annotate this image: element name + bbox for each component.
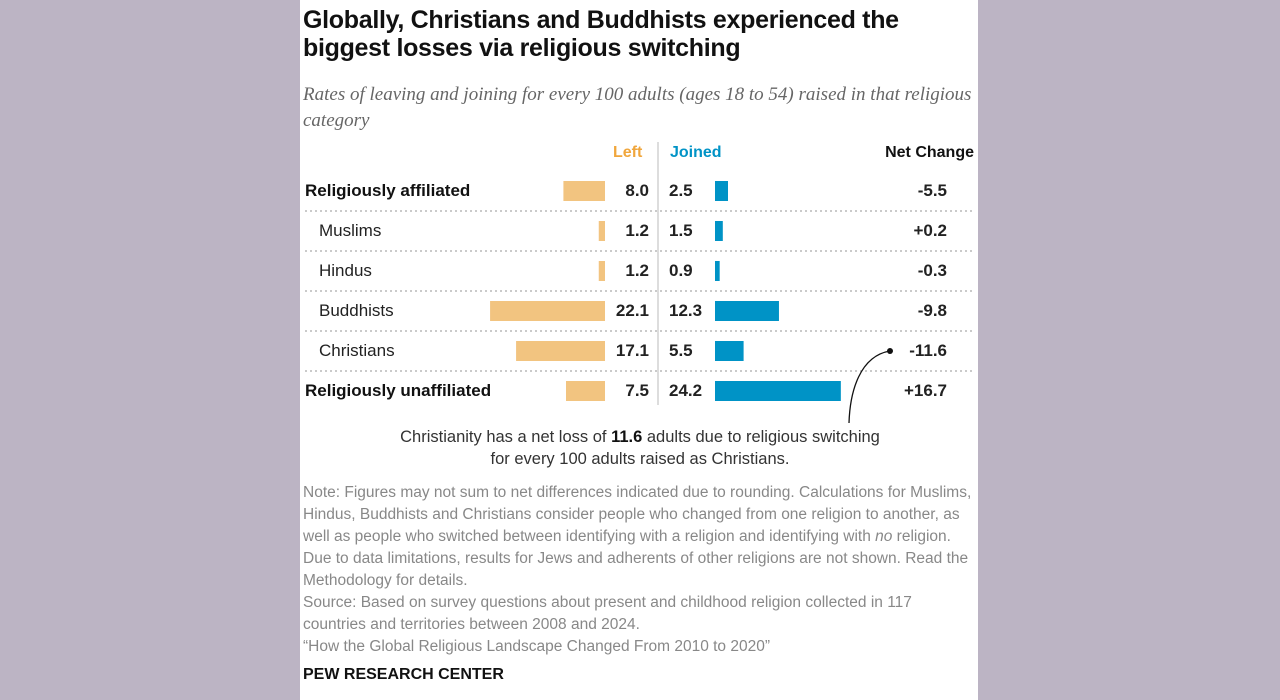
category-label: Muslims [319,221,382,240]
bar-left [566,381,605,401]
category-label: Hindus [319,261,372,280]
bar-left [598,261,605,281]
chart-panel: Globally, Christians and Buddhists exper… [300,0,978,700]
chart-subtitle: Rates of leaving and joining for every 1… [303,84,972,131]
footnote: Note: Figures may not sum to net differe… [303,482,975,658]
report-title: “How the Global Religious Landscape Chan… [303,638,771,655]
value-net-change: -5.5 [917,181,947,200]
chart-svg [305,142,974,424]
header-joined: Joined [670,144,722,161]
bar-joined [715,381,841,401]
category-label: Christians [319,341,395,360]
value-joined: 5.5 [669,341,693,360]
value-joined: 24.2 [669,381,703,400]
bar-joined [715,221,723,241]
value-left: 17.1 [615,341,649,360]
annotation-text: Christianity has a net loss of 11.6 adul… [400,428,880,468]
value-left: 1.2 [625,261,649,280]
value-net-change: -0.3 [917,261,947,280]
value-left: 8.0 [625,181,649,200]
header-left: Left [613,144,643,161]
value-net-change: +16.7 [903,381,947,400]
value-joined: 0.9 [669,261,693,280]
value-joined: 2.5 [669,181,693,200]
category-label: Religiously unaffiliated [305,381,492,400]
value-left: 22.1 [615,301,649,320]
bar-left [598,221,605,241]
value-net-change: -9.8 [917,301,947,320]
bar-joined [715,181,728,201]
pew-logo-text: PEW RESEARCH CENTER [303,666,504,683]
value-joined: 12.3 [669,301,703,320]
bar-joined [715,261,720,281]
category-label: Religiously affiliated [305,181,471,200]
source-text: Source: Based on survey questions about … [303,594,912,633]
note-text: Note: Figures may not sum to net differe… [303,484,972,589]
bar-joined [715,341,744,361]
header-net-change: Net Change [885,144,974,161]
value-net-change: -11.6 [909,341,947,360]
bar-left [516,341,605,361]
bar-left [563,181,605,201]
annotation-leader-line [848,350,891,424]
bar-joined [715,301,779,321]
value-left: 7.5 [625,381,649,400]
value-joined: 1.5 [669,221,693,240]
value-net-change: +0.2 [913,221,947,240]
bar-left [490,301,605,321]
category-label: Buddhists [319,301,394,320]
chart-title: Globally, Christians and Buddhists exper… [303,6,899,62]
value-left: 1.2 [625,221,649,240]
